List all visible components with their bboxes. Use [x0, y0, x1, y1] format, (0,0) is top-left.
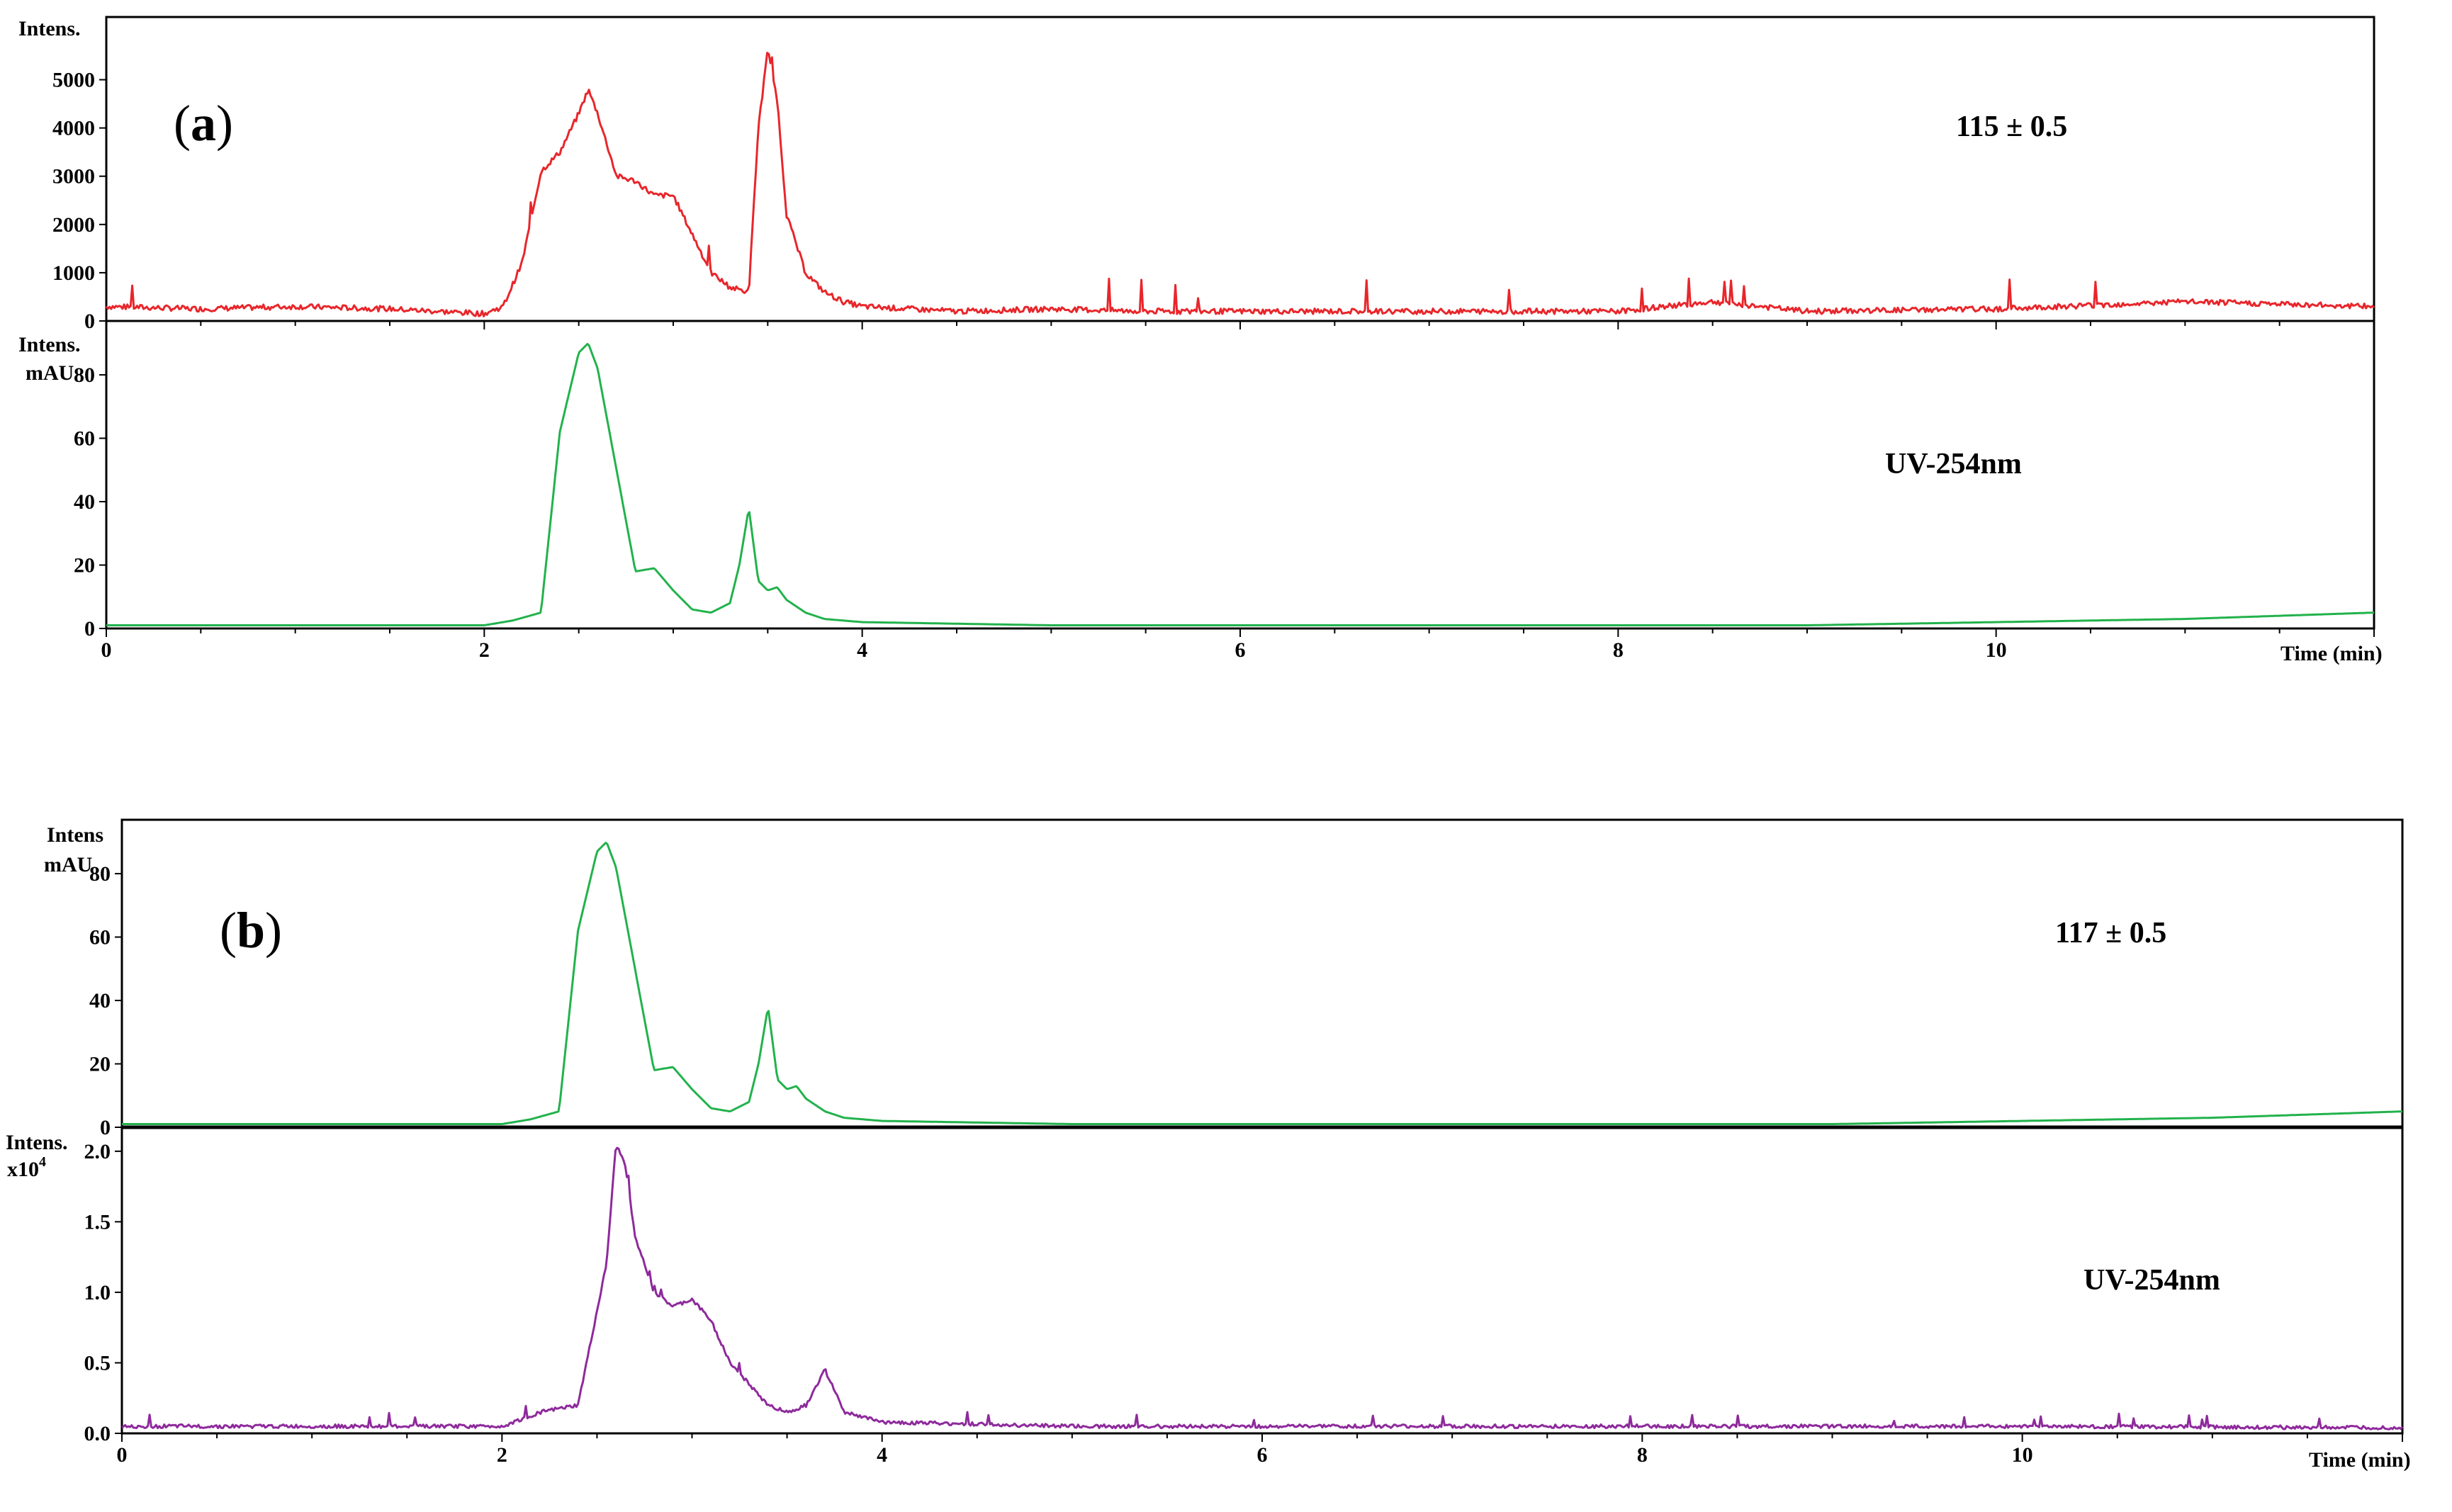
y-tick-label: 2000: [52, 213, 95, 237]
panel-a-label: (a): [174, 95, 233, 152]
series-line-b-bottom: [121, 1146, 2404, 1431]
y-tick-label: 60: [74, 427, 95, 451]
panel-b-top-annotation: 117 ± 0.5: [2055, 917, 2166, 949]
series-line-b-top: [122, 842, 2403, 1125]
y-tick-label: 80: [74, 363, 95, 387]
x-tick-label: 4: [877, 1443, 887, 1467]
x-tick-label: 0: [117, 1443, 128, 1467]
x-tick-label: 6: [1235, 638, 1246, 662]
panel-b-top-ylabel: Intens: [47, 823, 103, 847]
y-tick-label: 0: [100, 1116, 111, 1139]
x-tick-label: 10: [2012, 1443, 2033, 1467]
series-line-a-top: [105, 52, 2375, 317]
panel-a-xlabel: Time (min): [2281, 642, 2383, 665]
y-tick-label: 60: [89, 926, 111, 949]
y-tick-label: 0: [84, 310, 95, 333]
y-tick-label: 3000: [52, 165, 95, 188]
y-tick-label: 1.5: [84, 1210, 111, 1234]
x-tick-label: 8: [1613, 638, 1624, 662]
panel-b-top-ylabel-unit: mAU: [44, 853, 92, 876]
y-tick-label: 0.5: [84, 1351, 111, 1375]
panel-a-bottom-annotation: UV-254nm: [1885, 448, 2022, 480]
x-tick-label: 2: [479, 638, 490, 662]
y-tick-label: 20: [74, 554, 95, 577]
x-tick-label: 2: [497, 1443, 507, 1467]
panel-a-top-ylabel: Intens.: [18, 17, 81, 40]
x-tick-label: 8: [1637, 1443, 1648, 1467]
y-tick-label: 40: [89, 989, 111, 1012]
y-tick-label: 2.0: [84, 1140, 111, 1163]
x-tick-label: 4: [857, 638, 867, 662]
y-tick-label: 40: [74, 490, 95, 514]
panel-b-label: (b): [220, 902, 282, 959]
panel-b-bottom-ylabel: Intens.: [6, 1131, 68, 1154]
y-tick-label: 1000: [52, 261, 95, 285]
y-tick-label: 4000: [52, 117, 95, 140]
panel-a-top-annotation: 115 ± 0.5: [1956, 111, 2067, 143]
y-tick-label: 0.0: [84, 1422, 111, 1445]
y-tick-label: 80: [89, 862, 111, 886]
y-tick-label: 1.0: [84, 1281, 111, 1304]
y-tick-label: 5000: [52, 69, 95, 92]
x-tick-label: 6: [1257, 1443, 1268, 1467]
panel-b-bottom-annotation: UV-254nm: [2083, 1264, 2220, 1297]
y-tick-label: 20: [89, 1053, 111, 1076]
series-line-a-bottom: [106, 343, 2375, 626]
y-tick-label: 0: [84, 617, 95, 641]
x-tick-label: 10: [1986, 638, 2007, 662]
panel-b-bottom-ylabel-unit: x104: [7, 1154, 46, 1181]
x-tick-label: 0: [101, 638, 112, 662]
panel-b-xlabel: Time (min): [2309, 1448, 2411, 1472]
panel-a-bottom-ylabel: Intens.: [18, 333, 81, 356]
panel-a-bottom-ylabel-unit: mAU: [26, 361, 74, 385]
